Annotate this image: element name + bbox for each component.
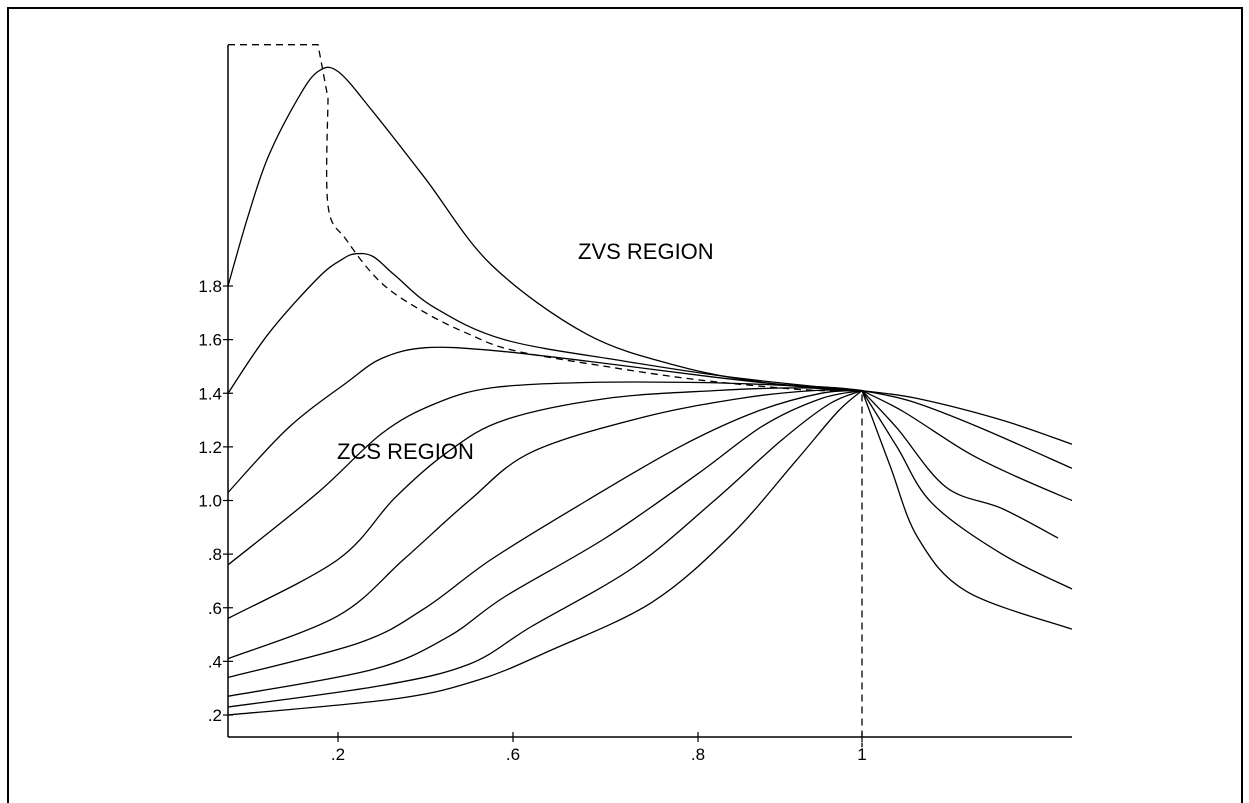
series-line xyxy=(227,381,863,566)
series-line xyxy=(861,390,1073,630)
y-tick-label: 1.0 xyxy=(198,492,222,511)
x-tick-label: .8 xyxy=(691,745,705,764)
zcs-region-label: ZCS REGION xyxy=(337,439,474,464)
series-line xyxy=(227,252,863,394)
series-line xyxy=(227,346,863,493)
chart-frame xyxy=(7,7,1243,803)
series-line xyxy=(861,389,1073,445)
x-tick-label: .6 xyxy=(506,745,520,764)
series-line xyxy=(227,389,863,708)
curves xyxy=(227,44,1073,748)
series-line xyxy=(861,390,1059,539)
region-labels: ZVS REGION ZCS REGION xyxy=(337,239,714,464)
series-line xyxy=(227,390,863,716)
y-tick-label: 1.6 xyxy=(198,331,222,350)
series-line xyxy=(861,390,1073,590)
series-line xyxy=(861,389,1073,469)
series-line xyxy=(861,390,1073,502)
series-line xyxy=(227,387,863,620)
series-line xyxy=(227,389,863,679)
series-line xyxy=(227,389,863,697)
zvs-region-label: ZVS REGION xyxy=(578,239,714,264)
series-line xyxy=(227,66,863,392)
y-tick-label: .8 xyxy=(208,545,222,564)
x-tick-label: .2 xyxy=(331,745,345,764)
region-boundary-line xyxy=(228,44,863,748)
y-tick-label: 1.4 xyxy=(198,384,222,403)
y-tick-label: 1.2 xyxy=(198,438,222,457)
y-tick-label: .4 xyxy=(208,652,222,671)
y-tick-label: .2 xyxy=(208,706,222,725)
y-tick-label: 1.8 xyxy=(198,277,222,296)
ticks: .2.6.8 1.2.4.6.81.01.21.41.61.8 xyxy=(198,277,866,764)
x-tick-label: 1 xyxy=(857,745,866,764)
y-tick-label: .6 xyxy=(208,599,222,618)
axes xyxy=(227,45,1072,738)
series-line xyxy=(227,389,863,660)
